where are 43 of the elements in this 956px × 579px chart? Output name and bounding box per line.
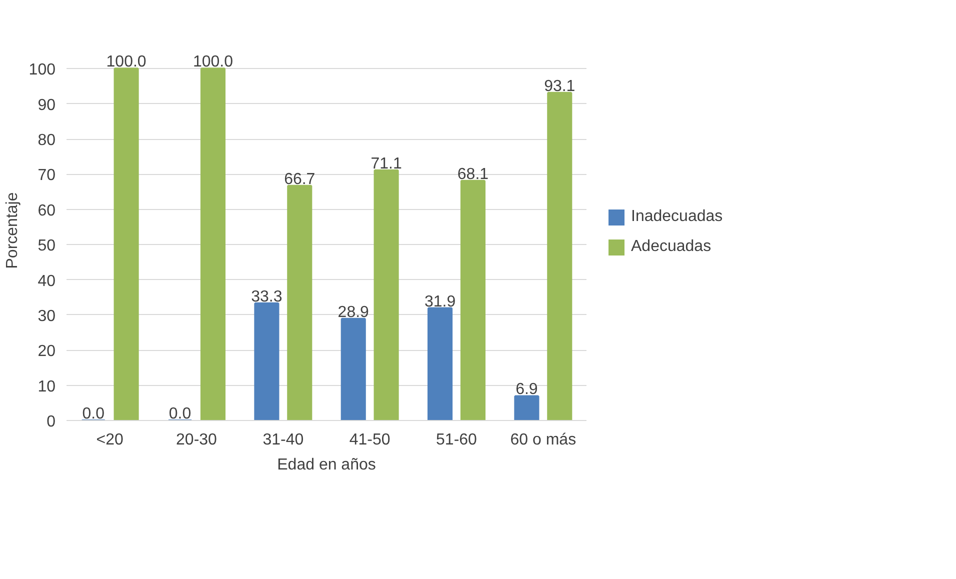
x-tick-label: 51-60 <box>436 432 478 448</box>
bar <box>428 307 453 420</box>
bar <box>340 318 366 420</box>
y-tick-label: 0 <box>46 414 56 430</box>
data-label: 28.9 <box>338 304 370 321</box>
bar <box>514 395 540 420</box>
data-label: 0.0 <box>168 406 192 422</box>
y-tick-label: 40 <box>38 272 56 290</box>
y-tick-label: 10 <box>38 378 56 396</box>
bar <box>114 68 139 420</box>
x-tick-label: 31-40 <box>262 432 304 448</box>
y-axis-title: Porcentaje <box>4 192 21 269</box>
bar <box>200 68 226 420</box>
data-label: 6.9 <box>516 381 538 398</box>
y-tick-label: 50 <box>38 238 56 255</box>
y-tick-label: 60 <box>38 202 56 220</box>
x-tick-label: 41-50 <box>349 432 390 448</box>
data-label: 31.9 <box>424 293 456 310</box>
data-label: 33.3 <box>251 288 282 306</box>
data-label: 71.1 <box>370 155 402 172</box>
legend-label: Inadecuadas <box>631 208 723 226</box>
data-label: 100.0 <box>106 54 146 71</box>
bar <box>460 180 486 420</box>
y-tick-label: 30 <box>38 308 56 325</box>
bar <box>547 92 572 420</box>
y-tick-label: 100 <box>28 62 56 79</box>
x-tick-label: 20-30 <box>176 432 218 448</box>
bar <box>254 302 280 420</box>
y-tick-label: 80 <box>38 132 56 150</box>
x-tick-label: 60 o más <box>510 432 576 448</box>
data-label: 100.0 <box>192 54 234 71</box>
y-tick-label: 20 <box>38 343 56 360</box>
data-label: 66.7 <box>284 170 316 188</box>
x-tick-label: <20 <box>96 432 124 448</box>
x-axis-title: Edad en años <box>277 456 376 474</box>
y-tick-label: 70 <box>38 167 56 184</box>
legend-label: Adecuadas <box>631 238 712 256</box>
data-label: 68.1 <box>457 166 489 183</box>
y-tick-label: 90 <box>38 96 56 114</box>
data-label: 0.0 <box>82 406 105 422</box>
bar <box>374 169 399 420</box>
data-label: 93.1 <box>544 78 576 95</box>
bar <box>287 184 312 420</box>
